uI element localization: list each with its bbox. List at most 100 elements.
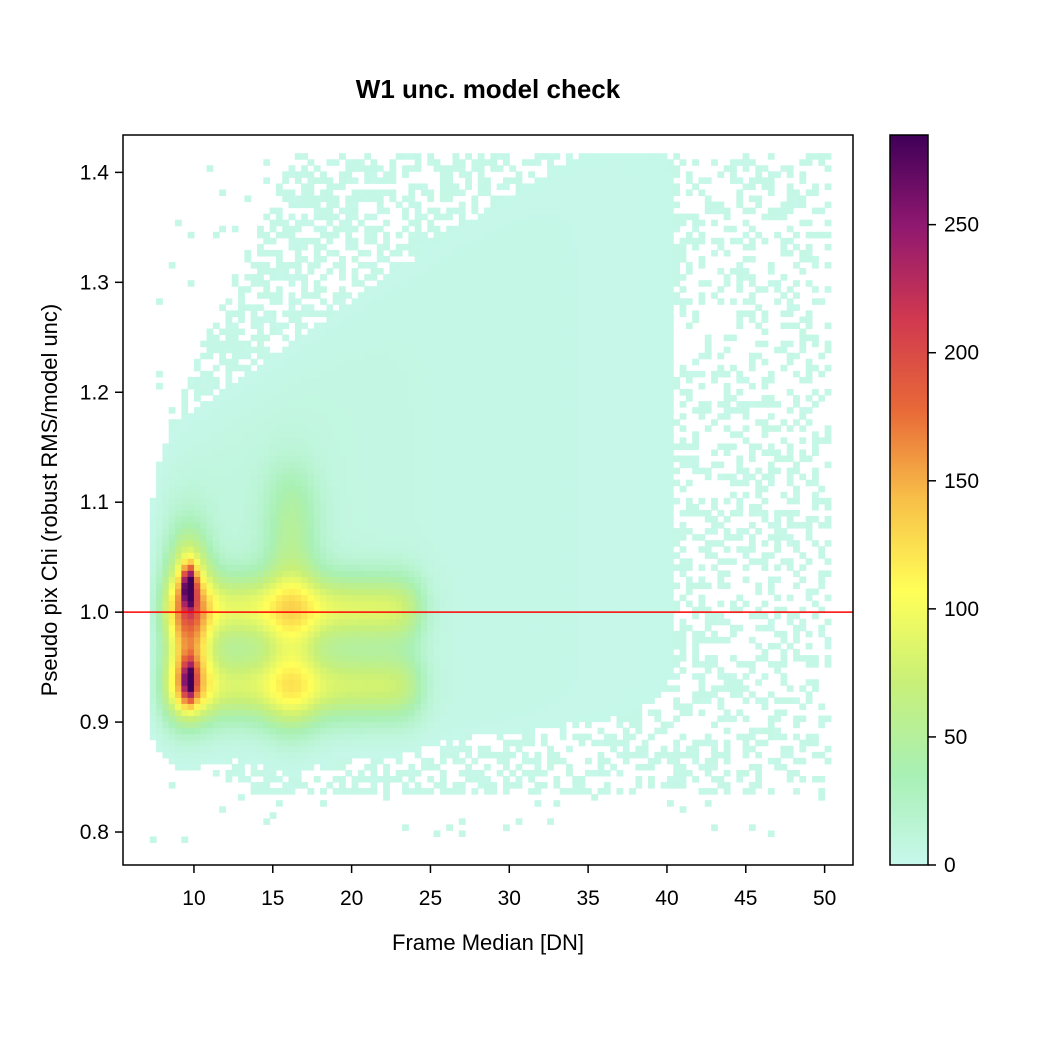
- heatmap-cell: [168, 679, 176, 686]
- heatmap-cell: [320, 395, 327, 402]
- heatmap-cell: [332, 316, 340, 323]
- heatmap-cell: [420, 413, 428, 420]
- heatmap-cell: [332, 461, 340, 469]
- heatmap-cell: [238, 769, 245, 777]
- heatmap-cell: [515, 449, 523, 457]
- heatmap-cell: [427, 649, 435, 656]
- heatmap-cell: [484, 528, 491, 535]
- heatmap-cell: [193, 564, 201, 571]
- heatmap-cell: [427, 443, 435, 450]
- heatmap-cell: [395, 461, 403, 469]
- heatmap-cell: [458, 425, 466, 432]
- heatmap-cell: [484, 322, 491, 330]
- heatmap-cell: [345, 618, 353, 626]
- heatmap-cell: [339, 685, 346, 692]
- heatmap-cell: [225, 346, 233, 354]
- heatmap-cell: [490, 346, 498, 354]
- heatmap-cell: [439, 491, 447, 499]
- heatmap-cell: [294, 479, 302, 487]
- heatmap-cell: [238, 346, 245, 354]
- heatmap-cell: [427, 262, 435, 269]
- heatmap-cell: [389, 431, 397, 438]
- heatmap-cell: [231, 395, 239, 402]
- heatmap-cell: [332, 322, 340, 330]
- heatmap-cell: [357, 449, 365, 457]
- heatmap-cell: [439, 461, 447, 469]
- heatmap-cell: [465, 334, 472, 342]
- heatmap-cell: [187, 437, 195, 444]
- heatmap-cell: [490, 642, 498, 650]
- heatmap-cell: [212, 407, 220, 414]
- heatmap-cell: [515, 485, 523, 493]
- heatmap-cell: [200, 509, 208, 517]
- heatmap-cell: [465, 437, 472, 444]
- heatmap-cell: [301, 358, 308, 366]
- heatmap-cell: [439, 255, 447, 263]
- heatmap-cell: [175, 751, 182, 759]
- heatmap-cell: [420, 564, 428, 571]
- heatmap-cell: [509, 437, 517, 444]
- heatmap-cell: [490, 322, 498, 330]
- heatmap-cell: [307, 401, 315, 408]
- heatmap-cell: [364, 546, 372, 553]
- heatmap-cell: [225, 413, 233, 420]
- heatmap-cell: [257, 503, 264, 511]
- heatmap-cell: [332, 352, 340, 360]
- heatmap-cell: [465, 552, 472, 559]
- heatmap-cell: [465, 776, 472, 783]
- heatmap-cell: [376, 225, 384, 233]
- heatmap-cell: [332, 159, 340, 166]
- heatmap-cell: [477, 461, 485, 469]
- heatmap-cell: [408, 425, 416, 432]
- heatmap-cell: [452, 370, 460, 378]
- heatmap-cell: [376, 661, 384, 668]
- heatmap-cell: [282, 727, 290, 735]
- heatmap-cell: [345, 358, 353, 366]
- heatmap-cell: [263, 370, 271, 378]
- heatmap-cell: [402, 667, 409, 674]
- heatmap-cell: [175, 582, 182, 590]
- heatmap-cell: [313, 346, 321, 354]
- heatmap-cell: [326, 715, 334, 723]
- heatmap-cell: [313, 225, 321, 233]
- heatmap-cell: [282, 745, 290, 753]
- heatmap-cell: [231, 540, 239, 547]
- heatmap-cell: [496, 237, 504, 245]
- heatmap-cell: [357, 673, 365, 680]
- heatmap-cell: [395, 370, 403, 378]
- heatmap-cell: [389, 274, 397, 281]
- heatmap-cell: [282, 395, 290, 402]
- heatmap-cell: [502, 642, 510, 650]
- heatmap-cell: [219, 576, 226, 584]
- heatmap-cell: [200, 552, 208, 559]
- heatmap-cell: [471, 667, 479, 674]
- heatmap-cell: [376, 509, 384, 517]
- heatmap-cell: [446, 546, 454, 553]
- heatmap-cell: [313, 286, 321, 293]
- heatmap-cell: [238, 382, 245, 390]
- heatmap-cell: [414, 546, 422, 553]
- heatmap-cell: [345, 624, 353, 632]
- heatmap-cell: [383, 340, 390, 348]
- heatmap-cell: [509, 751, 517, 759]
- heatmap-cell: [351, 522, 359, 529]
- heatmap-cell: [181, 389, 189, 396]
- heatmap-cell: [162, 546, 170, 553]
- heatmap-cell: [345, 582, 353, 590]
- heatmap-cell: [452, 419, 460, 426]
- heatmap-cell: [282, 600, 290, 608]
- heatmap-cell: [484, 280, 491, 287]
- heatmap-cell: [307, 649, 315, 656]
- heatmap-cell: [370, 703, 378, 710]
- heatmap-cell: [395, 776, 403, 783]
- heatmap-cell: [332, 382, 340, 390]
- heatmap-cell: [294, 745, 302, 753]
- heatmap-cell: [408, 630, 416, 638]
- heatmap-cell: [484, 473, 491, 481]
- heatmap-cell: [326, 473, 334, 481]
- heatmap-cell: [282, 407, 290, 414]
- heatmap-cell: [168, 727, 176, 735]
- heatmap-cell: [339, 262, 346, 269]
- heatmap-cell: [496, 528, 504, 535]
- heatmap-cell: [200, 618, 208, 626]
